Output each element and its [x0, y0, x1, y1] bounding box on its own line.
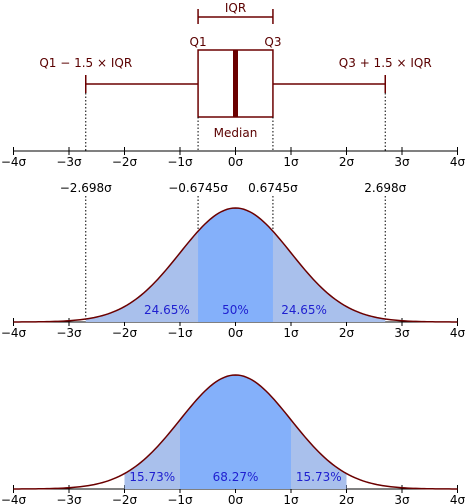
q1-label: Q1 [190, 35, 207, 49]
axis-tick-label: −1σ [167, 326, 193, 340]
axis-tick-label: 1σ [283, 493, 299, 504]
axis-tick-label: 4σ [450, 155, 466, 169]
upper-left-percent: 24.65% [144, 303, 190, 317]
axis-tick-label: −2σ [112, 155, 138, 169]
axis-tick-label: 2σ [339, 493, 355, 504]
axis-tick-label: 0σ [228, 326, 244, 340]
axis-tick-label: 1σ [283, 326, 299, 340]
axis-tick-label: −3σ [56, 155, 82, 169]
value-label-lower-whisker: −2.698σ [60, 181, 112, 195]
axis-tick-label: 2σ [339, 155, 355, 169]
axis-tick-label: −4σ [1, 155, 27, 169]
median-line [233, 50, 238, 117]
axis-tick-label: −1σ [167, 493, 193, 504]
axis-tick-label: 4σ [450, 493, 466, 504]
axis-tick-label: −1σ [167, 155, 193, 169]
upper-inner-area [198, 208, 273, 322]
upper-whisker-label: Q3 + 1.5 × IQR [339, 56, 432, 70]
axis-tick-label: 3σ [394, 326, 410, 340]
top-axis: −4σ −3σ −2σ −1σ 0σ 1σ 2σ 3σ 4σ [1, 147, 466, 169]
value-label-upper-whisker: 2.698σ [364, 181, 406, 195]
iqr-bracket [197, 9, 274, 24]
axis-tick-label: −2σ [112, 493, 138, 504]
lower-center-percent: 68.27% [213, 470, 259, 484]
lower-right-percent: 15.73% [296, 470, 342, 484]
axis-tick-label: 0σ [228, 155, 244, 169]
upper-density-curve [13, 207, 458, 323]
lower-inner-area [180, 375, 291, 489]
axis-tick-label: 3σ [394, 155, 410, 169]
axis-tick-label: 3σ [394, 493, 410, 504]
median-label: Median [214, 126, 258, 140]
axis-tick-label: 2σ [339, 326, 355, 340]
axis-tick-label: −4σ [1, 493, 27, 504]
value-label-q1: −0.6745σ [168, 181, 228, 195]
axis-tick-label: 1σ [283, 155, 299, 169]
q3-label: Q3 [264, 35, 281, 49]
upper-center-percent: 50% [222, 303, 249, 317]
axis-tick-label: −2σ [112, 326, 138, 340]
lower-left-percent: 15.73% [129, 470, 175, 484]
axis-tick-label: −3σ [56, 493, 82, 504]
lower-density-plot: 15.73% 68.27% 15.73% [13, 374, 458, 490]
boxplot: IQR Q1 Q3 Q1 − 1.5 × IQR Q3 + 1.5 × IQR … [39, 1, 431, 140]
iqr-label: IQR [225, 1, 246, 15]
upper-right-percent: 24.65% [281, 303, 327, 317]
axis-tick-label: −4σ [1, 326, 27, 340]
lower-whisker-label: Q1 − 1.5 × IQR [39, 56, 132, 70]
axis-tick-label: −3σ [56, 326, 82, 340]
axis-tick-label: 0σ [228, 493, 244, 504]
upper-density-plot: 24.65% 50% 24.65% [13, 207, 458, 323]
axis-tick-label: 4σ [450, 326, 466, 340]
value-label-q3: 0.6745σ [248, 181, 298, 195]
lower-density-curve [13, 374, 458, 490]
quartile-value-labels: −2.698σ −0.6745σ 0.6745σ 2.698σ [60, 181, 407, 195]
